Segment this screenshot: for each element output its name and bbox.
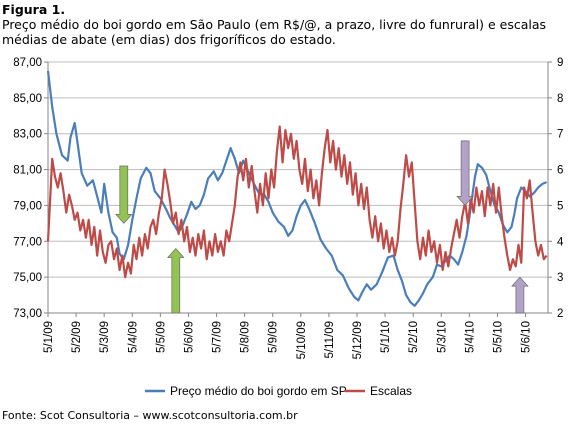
- series-line-preco: [46, 70, 548, 307]
- figure-label: Figura 1.: [2, 2, 66, 17]
- x-tick-label: 5/10/09: [296, 321, 308, 359]
- x-tick-label: 5/4/09: [127, 321, 139, 353]
- annotation-arrow-4: [511, 276, 529, 314]
- right-tick-label: 8: [557, 93, 563, 105]
- right-tick-label: 7: [557, 129, 563, 141]
- x-tick-label: 5/1/09: [43, 321, 55, 353]
- right-tick-label: 9: [557, 57, 563, 69]
- left-tick-label: 75,00: [13, 272, 42, 284]
- figure-caption: Preço médio do boi gordo em São Paulo (e…: [2, 17, 547, 47]
- right-tick-label: 5: [557, 200, 563, 212]
- legend-preco-label: Preço médio do boi gordo em SP: [170, 384, 347, 398]
- figure-heading: Figura 1. Preço médio do boi gordo em Sã…: [2, 2, 582, 47]
- legend-escalas-label: Escalas: [370, 384, 412, 398]
- x-tick-label: 5/6/09: [183, 321, 195, 353]
- annotation-arrow-2: [167, 247, 185, 314]
- annotation-arrow-3: [456, 140, 474, 206]
- x-tick-label: 5/6/10: [521, 321, 533, 353]
- right-tick-label: 4: [557, 236, 564, 248]
- left-tick-label: 81,00: [13, 165, 42, 177]
- source-note: Fonte: Scot Consultoria – www.scotconsul…: [2, 409, 298, 422]
- x-tick-label: 5/9/09: [268, 321, 280, 353]
- right-tick-label: 6: [557, 165, 563, 177]
- left-tick-label: 87,00: [13, 57, 42, 69]
- x-tick-label: 5/1/10: [380, 321, 392, 353]
- left-tick-label: 73,00: [13, 308, 42, 320]
- x-tick-label: 5/3/10: [436, 321, 448, 353]
- left-tick-label: 85,00: [13, 93, 42, 105]
- left-tick-label: 79,00: [13, 200, 42, 212]
- x-tick-label: 5/3/09: [99, 321, 111, 353]
- x-tick-label: 5/2/10: [408, 321, 420, 353]
- x-tick-label: 5/7/09: [212, 321, 224, 353]
- x-tick-label: 5/2/09: [71, 321, 83, 353]
- right-tick-label: 3: [557, 272, 563, 284]
- x-tick-label: 5/11/09: [324, 321, 336, 359]
- x-tick-label: 5/5/10: [492, 321, 504, 353]
- x-tick-label: 5/4/10: [464, 321, 476, 353]
- x-tick-label: 5/8/09: [240, 321, 252, 353]
- left-tick-label: 83,00: [13, 129, 42, 141]
- right-tick-label: 2: [557, 308, 563, 320]
- series-line-escalas: [46, 125, 548, 279]
- x-tick-label: 5/12/09: [352, 321, 364, 359]
- left-tick-label: 77,00: [13, 236, 42, 248]
- x-tick-label: 5/5/09: [155, 321, 167, 353]
- annotation-arrow-1: [115, 165, 133, 224]
